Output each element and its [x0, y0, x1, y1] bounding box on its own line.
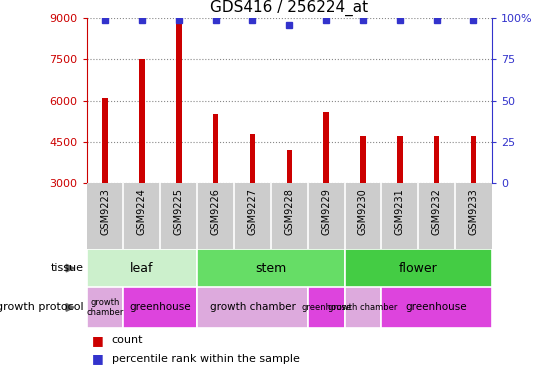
Bar: [87, 249, 197, 287]
Bar: [360, 137, 366, 183]
Text: growth protocol: growth protocol: [0, 302, 84, 313]
Bar: [471, 137, 476, 183]
Bar: [344, 287, 381, 328]
Text: tissue: tissue: [51, 263, 84, 273]
Bar: [176, 21, 182, 183]
Bar: [197, 287, 307, 328]
Text: stem: stem: [255, 262, 286, 274]
Bar: [287, 150, 292, 183]
Bar: [344, 249, 492, 287]
Text: greenhouse: greenhouse: [406, 302, 467, 313]
Bar: [87, 287, 124, 328]
Text: growth
chamber: growth chamber: [87, 298, 124, 317]
Bar: [124, 287, 197, 328]
Text: GSM9233: GSM9233: [468, 188, 479, 235]
Text: GSM9225: GSM9225: [174, 188, 184, 235]
Text: growth chamber: growth chamber: [328, 303, 397, 312]
Text: ■: ■: [92, 352, 104, 365]
Bar: [323, 112, 329, 183]
Text: GSM9228: GSM9228: [285, 188, 294, 235]
Text: flower: flower: [399, 262, 438, 274]
Text: ■: ■: [92, 334, 104, 347]
Text: greenhouse: greenhouse: [130, 302, 191, 313]
Text: GSM9224: GSM9224: [137, 188, 147, 235]
Bar: [381, 287, 492, 328]
Bar: [250, 134, 255, 183]
Text: percentile rank within the sample: percentile rank within the sample: [112, 354, 300, 364]
Bar: [102, 98, 108, 183]
Text: leaf: leaf: [130, 262, 154, 274]
Text: growth chamber: growth chamber: [210, 302, 295, 313]
Bar: [139, 60, 145, 183]
Bar: [197, 249, 344, 287]
Text: GSM9226: GSM9226: [211, 188, 221, 235]
Text: greenhouse: greenhouse: [301, 303, 351, 312]
Text: GSM9231: GSM9231: [395, 188, 405, 235]
Text: GSM9229: GSM9229: [321, 188, 331, 235]
Bar: [213, 114, 219, 183]
Text: GSM9230: GSM9230: [358, 188, 368, 235]
Bar: [434, 137, 439, 183]
Bar: [397, 137, 402, 183]
Bar: [307, 287, 344, 328]
Text: GSM9227: GSM9227: [248, 188, 258, 235]
Text: count: count: [112, 335, 143, 346]
Title: GDS416 / 256224_at: GDS416 / 256224_at: [210, 0, 368, 16]
Text: GSM9223: GSM9223: [100, 188, 110, 235]
Text: GSM9232: GSM9232: [432, 188, 442, 235]
